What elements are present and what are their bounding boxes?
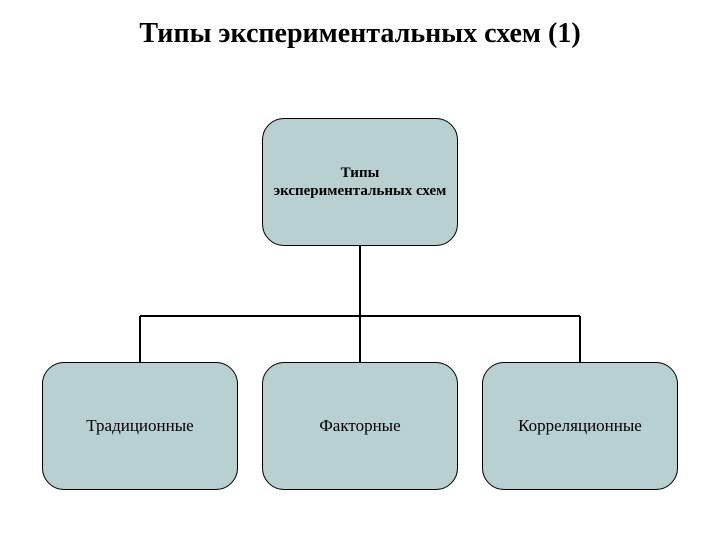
slide: Типы экспериментальных схем (1) Типы экс… <box>0 0 720 540</box>
connector <box>139 316 141 362</box>
node-n1: Традиционные <box>42 362 238 490</box>
slide-title: Типы экспериментальных схем (1) <box>0 18 720 50</box>
node-root: Типы экспериментальных схем <box>262 118 458 246</box>
node-n2: Факторные <box>262 362 458 490</box>
node-n3: Корреляционные <box>482 362 678 490</box>
connector <box>359 246 361 316</box>
connector <box>579 316 581 362</box>
connector <box>359 316 361 362</box>
